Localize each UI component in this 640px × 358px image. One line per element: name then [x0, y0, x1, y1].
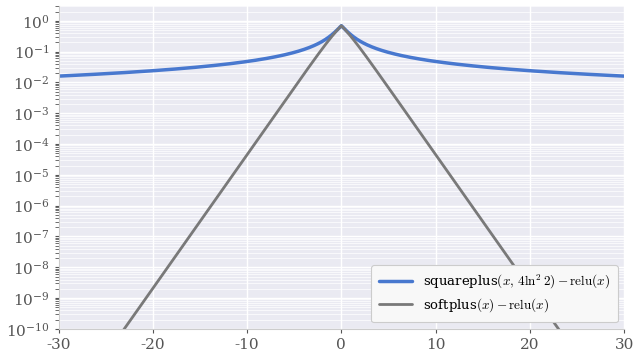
softplus$(x) - \mathrm{relu}(x)$ [474, 213, 482, 217]
softplus$(x) - \mathrm{relu}(x)$ [396, 101, 403, 105]
softplus$(x) - \mathrm{relu}(x)$ [337, 24, 345, 28]
squareplus$(x,\,4\ln^2 2) - \mathrm{relu}(x)$ [271, 55, 279, 59]
squareplus$(x,\,4\ln^2 2) - \mathrm{relu}(x)$ [93, 72, 101, 76]
Line: softplus$(x) - \mathrm{relu}(x)$: softplus$(x) - \mathrm{relu}(x)$ [58, 26, 624, 358]
squareplus$(x,\,4\ln^2 2) - \mathrm{relu}(x)$ [337, 24, 345, 28]
squareplus$(x,\,4\ln^2 2) - \mathrm{relu}(x)$ [191, 65, 198, 69]
softplus$(x) - \mathrm{relu}(x)$ [271, 113, 279, 117]
squareplus$(x,\,4\ln^2 2) - \mathrm{relu}(x)$ [362, 42, 369, 46]
squareplus$(x,\,4\ln^2 2) - \mathrm{relu}(x)$ [474, 64, 482, 69]
squareplus$(x,\,4\ln^2 2) - \mathrm{relu}(x)$ [54, 74, 62, 78]
softplus$(x) - \mathrm{relu}(x)$ [362, 53, 369, 58]
Line: squareplus$(x,\,4\ln^2 2) - \mathrm{relu}(x)$: squareplus$(x,\,4\ln^2 2) - \mathrm{relu… [58, 26, 624, 76]
squareplus$(x,\,4\ln^2 2) - \mathrm{relu}(x)$ [620, 74, 628, 78]
Legend: squareplus$(x,\,4\ln^2 2) - \mathrm{relu}(x)$, softplus$(x) - \mathrm{relu}(x)$: squareplus$(x,\,4\ln^2 2) - \mathrm{relu… [371, 265, 618, 322]
squareplus$(x,\,4\ln^2 2) - \mathrm{relu}(x)$ [396, 53, 403, 57]
softplus$(x) - \mathrm{relu}(x)$ [191, 227, 198, 231]
